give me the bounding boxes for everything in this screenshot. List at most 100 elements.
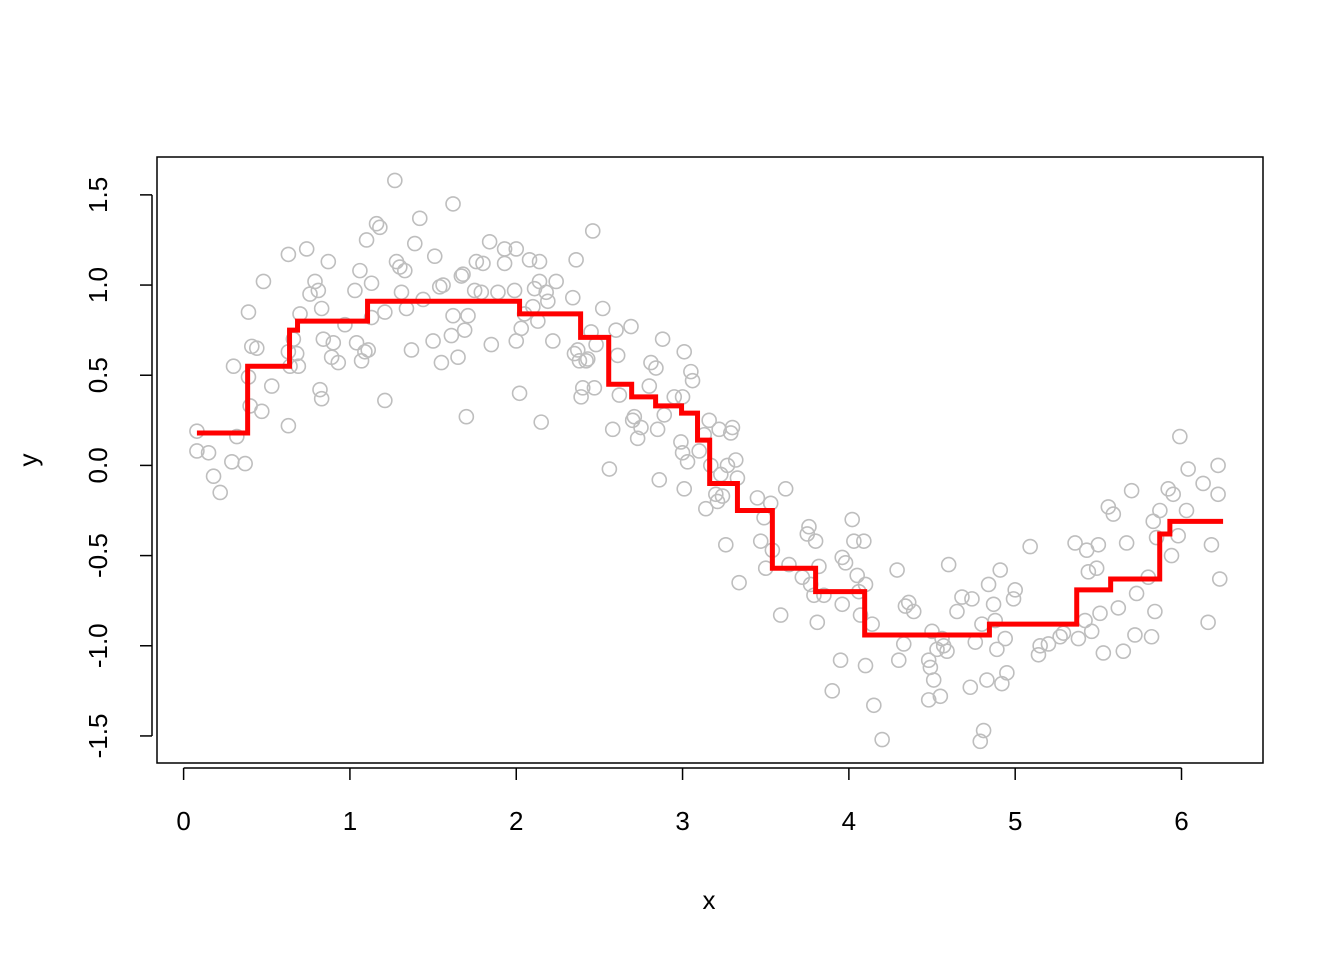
point: [490, 284, 506, 301]
point: [932, 688, 949, 705]
point: [649, 421, 666, 438]
point: [483, 336, 500, 353]
point: [352, 262, 368, 279]
point: [900, 594, 917, 611]
point: [1067, 535, 1083, 551]
point: [433, 354, 450, 371]
point: [654, 331, 671, 347]
point: [1210, 486, 1226, 503]
y-axis-label: y: [13, 454, 43, 467]
point: [1083, 623, 1100, 640]
point: [844, 511, 861, 528]
point: [225, 358, 242, 375]
point: [579, 351, 596, 367]
point: [594, 300, 611, 317]
x-axis-label: x: [703, 885, 716, 915]
point: [229, 428, 245, 445]
point: [801, 518, 817, 535]
point: [1127, 627, 1143, 643]
point: [1055, 625, 1072, 641]
point: [1077, 612, 1093, 629]
point: [280, 417, 297, 434]
point: [1052, 628, 1068, 645]
point: [403, 342, 420, 358]
point: [255, 273, 272, 290]
point: [1165, 486, 1181, 503]
point: [925, 672, 942, 688]
point: [506, 282, 523, 299]
point: [200, 444, 217, 461]
point: [832, 652, 849, 668]
point: [701, 412, 717, 429]
point: [347, 282, 363, 299]
x-tick-label: 3: [675, 806, 689, 836]
point: [358, 232, 375, 248]
point: [608, 322, 624, 338]
point: [1030, 646, 1047, 663]
point: [709, 493, 726, 510]
point: [674, 444, 691, 461]
point: [717, 536, 734, 553]
point: [1095, 645, 1112, 661]
point: [807, 533, 824, 549]
point: [683, 363, 699, 380]
x-tick-label: 1: [343, 806, 357, 836]
point: [714, 488, 731, 504]
point: [1007, 582, 1023, 598]
point: [719, 457, 736, 474]
point: [920, 692, 937, 708]
y-tick-label: -1.0: [83, 623, 113, 668]
point: [1088, 560, 1105, 577]
point: [897, 598, 914, 614]
point: [890, 652, 907, 668]
point: [974, 616, 990, 632]
point: [307, 273, 323, 290]
point: [731, 574, 747, 591]
point: [511, 385, 528, 402]
point: [387, 172, 403, 189]
point: [586, 380, 603, 396]
point: [837, 555, 854, 571]
point: [1143, 628, 1160, 645]
point: [889, 562, 905, 578]
x-tick-label: 6: [1174, 806, 1188, 836]
point: [975, 722, 992, 739]
point: [372, 219, 388, 236]
point: [1070, 630, 1087, 647]
point: [656, 407, 673, 423]
point: [772, 607, 789, 623]
point: [1152, 502, 1168, 519]
point: [1163, 547, 1180, 564]
point: [676, 481, 693, 497]
point: [1172, 428, 1188, 445]
point: [939, 643, 955, 659]
x-tick-label: 4: [842, 806, 856, 836]
point: [397, 262, 413, 279]
point: [794, 569, 811, 586]
point: [533, 414, 549, 430]
point: [248, 340, 265, 356]
point: [980, 576, 997, 593]
point: [481, 233, 498, 250]
point: [368, 215, 385, 232]
point: [604, 421, 621, 438]
point: [450, 349, 466, 365]
point: [609, 347, 626, 364]
point: [1115, 643, 1132, 659]
point: [1040, 636, 1057, 652]
point: [574, 380, 591, 396]
point: [573, 389, 589, 405]
point: [205, 468, 222, 485]
x-tick-label: 5: [1008, 806, 1022, 836]
point: [1178, 502, 1195, 519]
point: [458, 408, 475, 425]
point: [377, 392, 393, 409]
y-tick-label: 0.5: [83, 357, 113, 393]
point: [363, 309, 380, 326]
point: [578, 353, 594, 369]
point: [1203, 536, 1220, 553]
point: [648, 360, 664, 376]
point: [224, 454, 240, 470]
point: [1110, 600, 1127, 616]
